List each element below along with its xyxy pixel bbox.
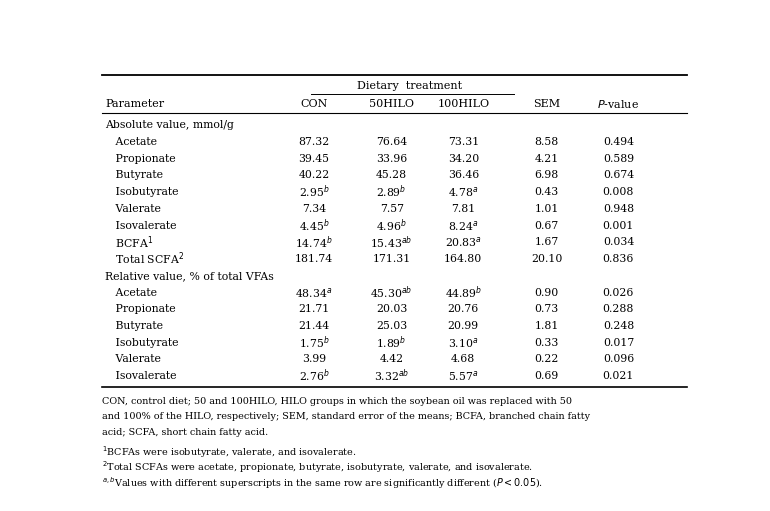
Text: 73.31: 73.31: [447, 137, 479, 147]
Text: 20.83$^{a}$: 20.83$^{a}$: [445, 236, 482, 249]
Text: 0.69: 0.69: [534, 371, 559, 381]
Text: 34.20: 34.20: [447, 154, 479, 164]
Text: 0.589: 0.589: [603, 154, 634, 164]
Text: 0.288: 0.288: [603, 304, 634, 314]
Text: 3.10$^{a}$: 3.10$^{a}$: [448, 336, 478, 350]
Text: 0.001: 0.001: [603, 221, 634, 230]
Text: Absolute value, mmol/g: Absolute value, mmol/g: [105, 120, 234, 130]
Text: 1.01: 1.01: [534, 204, 559, 214]
Text: 0.017: 0.017: [603, 338, 634, 347]
Text: 0.67: 0.67: [534, 221, 559, 230]
Text: 0.674: 0.674: [603, 171, 634, 180]
Text: 4.45$^{b}$: 4.45$^{b}$: [299, 217, 330, 234]
Text: Acetate: Acetate: [105, 137, 157, 147]
Text: 21.71: 21.71: [299, 304, 330, 314]
Text: 181.74: 181.74: [295, 254, 333, 264]
Text: 2.89$^{b}$: 2.89$^{b}$: [377, 184, 407, 200]
Text: 4.96$^{b}$: 4.96$^{b}$: [377, 217, 407, 234]
Text: 39.45: 39.45: [299, 154, 330, 164]
Text: 1.89$^{b}$: 1.89$^{b}$: [377, 334, 407, 351]
Text: 171.31: 171.31: [373, 254, 410, 264]
Text: 33.96: 33.96: [376, 154, 407, 164]
Text: 2.95$^{b}$: 2.95$^{b}$: [299, 184, 330, 200]
Text: Propionate: Propionate: [105, 304, 176, 314]
Text: 164.80: 164.80: [444, 254, 482, 264]
Text: SEM: SEM: [534, 99, 561, 109]
Text: Dietary  treatment: Dietary treatment: [357, 81, 462, 91]
Text: 20.10: 20.10: [531, 254, 562, 264]
Text: 0.026: 0.026: [603, 288, 634, 297]
Text: $^{2}$Total SCFAs were acetate, propionate, butyrate, isobutyrate, valerate, and: $^{2}$Total SCFAs were acetate, propiona…: [102, 460, 533, 476]
Text: Butyrate: Butyrate: [105, 171, 163, 180]
Text: 4.42: 4.42: [380, 355, 403, 364]
Text: 0.494: 0.494: [603, 137, 634, 147]
Text: 4.68: 4.68: [451, 355, 475, 364]
Text: $^{a,b}$Values with different superscripts in the same row are significantly dif: $^{a,b}$Values with different superscrip…: [102, 475, 544, 491]
Text: Isobutyrate: Isobutyrate: [105, 338, 179, 347]
Text: 50HILO: 50HILO: [369, 99, 414, 109]
Text: Relative value, % of total VFAs: Relative value, % of total VFAs: [105, 271, 274, 281]
Text: 0.33: 0.33: [534, 338, 559, 347]
Text: Valerate: Valerate: [105, 355, 161, 364]
Text: 0.034: 0.034: [603, 237, 634, 247]
Text: 40.22: 40.22: [299, 171, 330, 180]
Text: 8.24$^{a}$: 8.24$^{a}$: [448, 219, 478, 233]
Text: 0.948: 0.948: [603, 204, 634, 214]
Text: BCFA$^{1}$: BCFA$^{1}$: [105, 234, 153, 251]
Text: 3.99: 3.99: [302, 355, 326, 364]
Text: 45.28: 45.28: [376, 171, 407, 180]
Text: Isovalerate: Isovalerate: [105, 221, 176, 230]
Text: 7.57: 7.57: [380, 204, 403, 214]
Text: Acetate: Acetate: [105, 288, 157, 297]
Text: $\it{P}$-value: $\it{P}$-value: [598, 98, 639, 110]
Text: 1.67: 1.67: [534, 237, 559, 247]
Text: 8.58: 8.58: [534, 137, 559, 147]
Text: Total SCFA$^{2}$: Total SCFA$^{2}$: [105, 251, 185, 267]
Text: Butyrate: Butyrate: [105, 321, 163, 331]
Text: 7.34: 7.34: [302, 204, 326, 214]
Text: 0.90: 0.90: [534, 288, 559, 297]
Text: 6.98: 6.98: [534, 171, 559, 180]
Text: 0.008: 0.008: [603, 187, 634, 197]
Text: Valerate: Valerate: [105, 204, 161, 214]
Text: 0.021: 0.021: [603, 371, 634, 381]
Text: 21.44: 21.44: [299, 321, 330, 331]
Text: 45.30$^{ab}$: 45.30$^{ab}$: [370, 284, 413, 301]
Text: Isovalerate: Isovalerate: [105, 371, 176, 381]
Text: 2.76$^{b}$: 2.76$^{b}$: [299, 368, 330, 384]
Text: 48.34$^{a}$: 48.34$^{a}$: [296, 286, 333, 299]
Text: 0.22: 0.22: [534, 355, 559, 364]
Text: Parameter: Parameter: [105, 99, 164, 109]
Text: 3.32$^{ab}$: 3.32$^{ab}$: [374, 368, 410, 384]
Text: 14.74$^{b}$: 14.74$^{b}$: [295, 234, 333, 251]
Text: 0.43: 0.43: [534, 187, 559, 197]
Text: 0.73: 0.73: [534, 304, 559, 314]
Text: 7.81: 7.81: [451, 204, 475, 214]
Text: 44.89$^{b}$: 44.89$^{b}$: [444, 284, 482, 301]
Text: $^{1}$BCFAs were isobutyrate, valerate, and isovalerate.: $^{1}$BCFAs were isobutyrate, valerate, …: [102, 444, 357, 460]
Text: 1.75$^{b}$: 1.75$^{b}$: [299, 334, 330, 351]
Text: 36.46: 36.46: [447, 171, 479, 180]
Text: 5.57$^{a}$: 5.57$^{a}$: [448, 369, 478, 383]
Text: 20.76: 20.76: [447, 304, 479, 314]
Text: 25.03: 25.03: [376, 321, 407, 331]
Text: 4.21: 4.21: [534, 154, 559, 164]
Text: 100HILO: 100HILO: [437, 99, 489, 109]
Text: Isobutyrate: Isobutyrate: [105, 187, 179, 197]
Text: 87.32: 87.32: [299, 137, 330, 147]
Text: 0.248: 0.248: [603, 321, 634, 331]
Text: acid; SCFA, short chain fatty acid.: acid; SCFA, short chain fatty acid.: [102, 428, 268, 437]
Text: 20.99: 20.99: [447, 321, 479, 331]
Text: 0.836: 0.836: [603, 254, 634, 264]
Text: 20.03: 20.03: [376, 304, 407, 314]
Text: and 100% of the HILO, respectively; SEM, standard error of the means; BCFA, bran: and 100% of the HILO, respectively; SEM,…: [102, 412, 591, 422]
Text: CON: CON: [300, 99, 328, 109]
Text: 4.78$^{a}$: 4.78$^{a}$: [448, 185, 478, 199]
Text: 0.096: 0.096: [603, 355, 634, 364]
Text: Propionate: Propionate: [105, 154, 176, 164]
Text: 15.43$^{ab}$: 15.43$^{ab}$: [370, 234, 413, 251]
Text: 1.81: 1.81: [534, 321, 559, 331]
Text: 76.64: 76.64: [376, 137, 407, 147]
Text: CON, control diet; 50 and 100HILO, HILO groups in which the soybean oil was repl: CON, control diet; 50 and 100HILO, HILO …: [102, 397, 572, 406]
